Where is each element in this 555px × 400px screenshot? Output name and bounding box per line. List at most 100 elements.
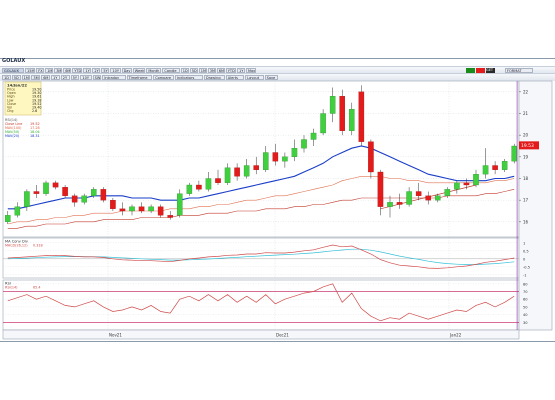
color-swatch-0[interactable] [466, 68, 475, 73]
candle-up [176, 193, 183, 216]
y-tick-label: 17 [523, 198, 529, 203]
toolbar2-button-0[interactable]: 1D [2, 75, 11, 80]
info-box-value: 2.6 [32, 109, 37, 113]
toolbar-button-1[interactable]: 15M [25, 68, 36, 73]
toolbar2-button-16[interactable]: Layout [245, 75, 264, 80]
toolbar-button-12[interactable]: Week [132, 68, 146, 73]
toolbar-button-9[interactable]: 5Y [101, 68, 110, 73]
title-bar: GOLAUX [0, 58, 555, 66]
candle-up [24, 191, 30, 207]
info-box [4, 81, 42, 116]
toolbar-button-22[interactable]: Max [246, 68, 257, 73]
toolbar-button-17[interactable]: 1M [198, 68, 207, 73]
candle-down [157, 206, 164, 216]
toolbar2-button-7[interactable]: 5Y [70, 75, 80, 80]
toolbar-button-15[interactable]: 1D [180, 68, 189, 73]
color-swatch-2[interactable]: GET [486, 68, 495, 73]
candle-down [33, 191, 40, 194]
candle-down [52, 182, 59, 188]
candle-down [62, 187, 68, 196]
info-box-label: Close [7, 102, 16, 106]
candle-down [167, 215, 174, 218]
candle-down [100, 189, 107, 201]
toolbar2-button-5[interactable]: 1Y [51, 75, 60, 80]
toolbar2-button-13[interactable]: Indicators [175, 75, 203, 80]
toolbar2-button-3[interactable]: 3M [31, 75, 41, 80]
macd-y-tick-label: 1 [523, 241, 525, 245]
chart-plot-area[interactable]: 16 17 18 19 20 21 22 1 0.5 0 -0.5 -1 80 70 60 50 40 30 Nov… [0, 80, 555, 341]
toolbar-button-13[interactable]: Month [146, 68, 162, 73]
toolbar2-button-15[interactable]: Alerts [225, 75, 245, 80]
toolbar2-button-14[interactable]: Drawing [204, 75, 225, 80]
y-axis-strip [518, 80, 553, 331]
candle-down [339, 96, 346, 131]
macd-legend-label: MACD(26,12) [5, 244, 28, 248]
toolbar2-button-12[interactable]: Compare [153, 75, 174, 80]
toolbar-button-10[interactable]: 10Y [110, 68, 121, 73]
toolbar2-button-6[interactable]: 2Y [60, 75, 70, 80]
rsi-line [7, 283, 515, 322]
x-axis-strip [2, 329, 520, 340]
toolbar2-button-2[interactable]: 1M [21, 75, 31, 80]
toolbar-button-16[interactable]: 5D [189, 68, 198, 73]
x-tick-label: Dec21 [276, 333, 289, 338]
legend-label: MAV(20) [5, 134, 20, 138]
toolbar2-button-10[interactable]: Intraday [102, 75, 126, 80]
candle-up [5, 215, 11, 222]
candle-up [205, 178, 212, 190]
y-tick-label: 22 [523, 89, 529, 94]
toolbar2-button-1[interactable]: 5D [11, 75, 21, 80]
toolbar-bottom: 1D 5D 1M 3M 6M 1Y 2Y 5Y 10Y SW Intraday Timeframe Co… [0, 73, 555, 81]
macd-line [7, 244, 515, 269]
toolbar2-button-17[interactable]: Save [264, 75, 279, 80]
y-tick-label: 19 [523, 154, 529, 159]
toolbar-button-20[interactable]: YTD [225, 68, 236, 73]
y-tick-label: 16 [523, 219, 529, 224]
toolbar-button-11[interactable]: Day [121, 68, 132, 73]
candle-up [224, 167, 231, 183]
rsi-y-tick-label: 40 [523, 313, 528, 317]
toolbar2-button-4[interactable]: 6M [41, 75, 50, 80]
info-box-label: Open [7, 91, 16, 95]
toolbar-button-8[interactable]: 2Y [92, 68, 101, 73]
macd-y-tick-label: 0.5 [523, 249, 529, 253]
rsi-legend-value: 65.4 [33, 286, 41, 290]
macd-y-tick-label: -1 [523, 273, 527, 277]
y-tick-label: 21 [523, 111, 529, 116]
toolbar-button-0[interactable]: GOLAUX [2, 68, 24, 73]
candle-up [320, 113, 326, 134]
toolbar2-button-8[interactable]: 10Y [80, 75, 92, 80]
candle-down [492, 165, 498, 170]
candle-up [501, 161, 508, 170]
x-tick-label: Nov21 [109, 333, 122, 338]
toolbar-button-7[interactable]: 1Y [83, 68, 92, 73]
panel-frame-0 [2, 80, 520, 238]
candle-up [291, 148, 298, 157]
candle-up [434, 195, 441, 201]
color-swatch-1[interactable] [476, 68, 485, 73]
toolbar-button-6[interactable]: YTD [72, 68, 83, 73]
macd-y-tick-label: -0.5 [523, 265, 530, 269]
info-box-value: 19.30 [32, 91, 41, 95]
candle-up [14, 206, 21, 216]
info-box-label: Vol [7, 106, 12, 110]
toolbar-button-3[interactable]: 1M [45, 68, 54, 73]
toolbar-button-2[interactable]: FX [36, 68, 45, 73]
info-box-label: Chg [7, 109, 13, 113]
candle-up [444, 189, 451, 196]
toolbar2-button-9[interactable]: SW [92, 75, 102, 80]
toolbar-button-5[interactable]: 6M [63, 68, 72, 73]
toolbar-button-19[interactable]: 6M [216, 68, 225, 73]
toolbar-button-4[interactable]: 3M [54, 68, 63, 73]
format-button[interactable]: FORMAT [505, 68, 533, 73]
rsi-legend-label: RSI(14) [5, 286, 18, 290]
toolbar-button-14[interactable]: Candle [162, 68, 180, 73]
toolbar-button-18[interactable]: 3M [207, 68, 216, 73]
candle-up [310, 132, 317, 140]
info-box-value: 19.50 [32, 88, 41, 92]
toolbar2-button-11[interactable]: Timeframe [126, 75, 153, 80]
toolbar-button-21[interactable]: 1Y [237, 68, 245, 73]
y-tick-label: 18 [523, 176, 529, 181]
candle-down [110, 200, 116, 209]
rsi-y-tick-label: 70 [523, 290, 528, 294]
